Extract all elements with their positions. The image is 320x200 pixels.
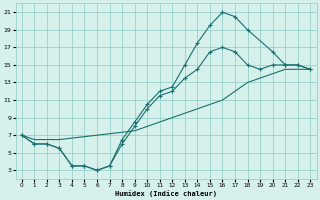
X-axis label: Humidex (Indice chaleur): Humidex (Indice chaleur) — [115, 190, 217, 197]
